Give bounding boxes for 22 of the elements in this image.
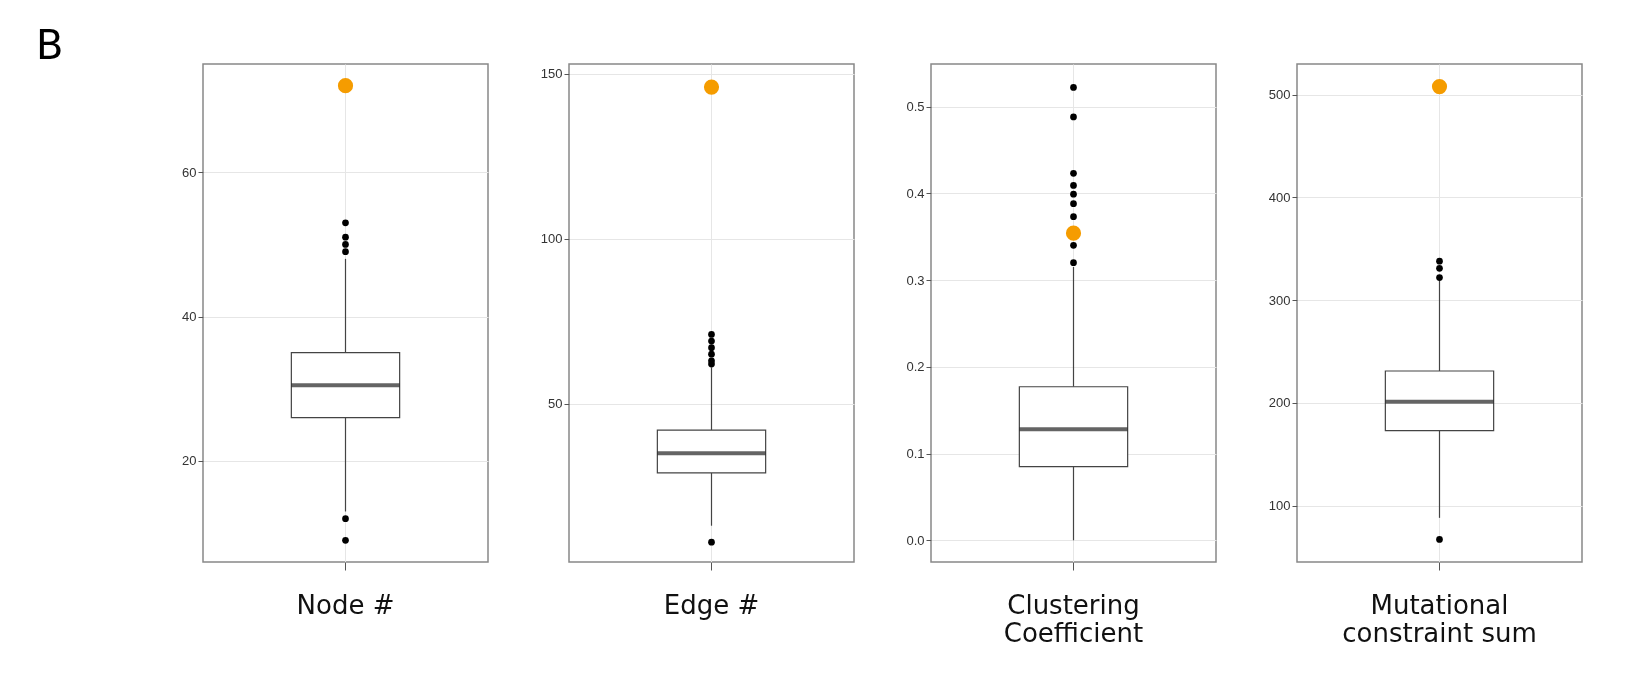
text: B: [36, 22, 64, 68]
x-tick-label: Clustering Coefficient: [1003, 589, 1144, 648]
y-tick-label: 0.1: [906, 446, 925, 462]
y-tick-label: 50: [548, 396, 563, 412]
y-tick-label: 100: [540, 231, 563, 247]
y-tick-label: 20: [182, 453, 197, 469]
y-tick-label: 150: [540, 66, 563, 82]
y-tick-label: 100: [1268, 498, 1291, 514]
x-tick-label: Node #: [296, 589, 395, 620]
y-tick-label: 0.2: [906, 359, 925, 375]
y-tick-label: 60: [182, 164, 197, 180]
y-tick-label: 0.4: [906, 185, 925, 201]
y-tick-label: 200: [1268, 395, 1291, 411]
y-tick-label: 0.0: [906, 532, 925, 548]
y-tick-label: 400: [1268, 189, 1291, 205]
y-tick-label: 40: [182, 309, 197, 325]
y-tick-label: 300: [1268, 292, 1291, 308]
x-tick-label: Edge #: [663, 589, 760, 620]
y-tick-label: 0.3: [906, 272, 925, 288]
x-tick-label: Mutational constraint sum: [1342, 589, 1537, 648]
y-tick-label: 500: [1268, 87, 1291, 103]
y-tick-label: 0.5: [906, 99, 925, 115]
